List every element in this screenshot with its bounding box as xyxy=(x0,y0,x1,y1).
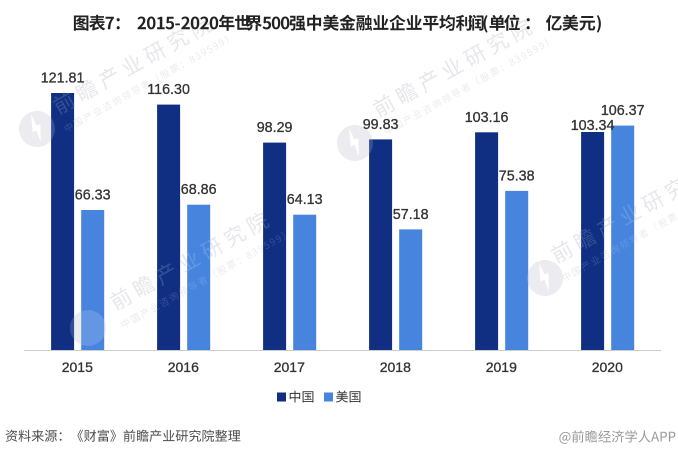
svg-text:2018: 2018 xyxy=(380,359,411,375)
svg-text:98.29: 98.29 xyxy=(257,120,293,136)
svg-text:2020: 2020 xyxy=(592,359,623,375)
svg-text:57.18: 57.18 xyxy=(393,207,429,223)
svg-text:68.86: 68.86 xyxy=(181,182,217,198)
svg-text:121.81: 121.81 xyxy=(41,71,85,87)
svg-text:2019: 2019 xyxy=(486,359,517,375)
svg-text:2017: 2017 xyxy=(274,359,305,375)
svg-text:106.37: 106.37 xyxy=(601,103,645,119)
svg-text:75.38: 75.38 xyxy=(499,168,535,184)
svg-text:64.13: 64.13 xyxy=(287,192,323,208)
svg-text:99.83: 99.83 xyxy=(363,117,399,133)
svg-text:103.16: 103.16 xyxy=(465,110,509,126)
svg-text:2016: 2016 xyxy=(168,359,199,375)
svg-text:116.30: 116.30 xyxy=(147,82,190,98)
svg-text:66.33: 66.33 xyxy=(75,188,111,204)
svg-text:103.34: 103.34 xyxy=(571,118,615,134)
svg-text:2015: 2015 xyxy=(62,359,93,375)
